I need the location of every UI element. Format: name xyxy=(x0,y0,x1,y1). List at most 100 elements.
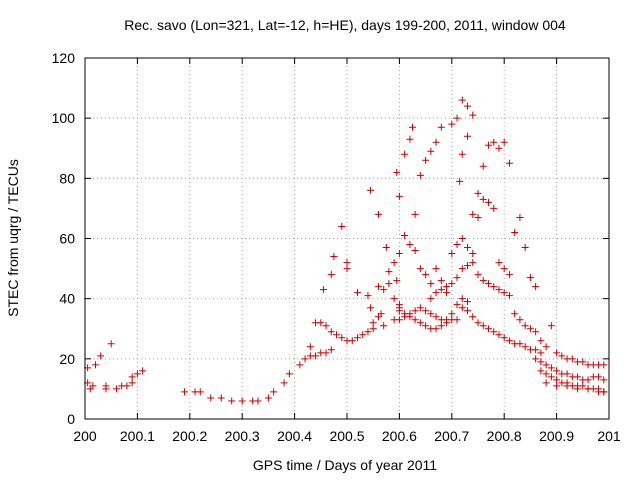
data-point-marker xyxy=(343,259,351,267)
data-point-marker xyxy=(367,186,375,194)
y-tick-label: 0 xyxy=(67,411,75,427)
data-point-marker xyxy=(500,334,508,342)
grid-layer xyxy=(85,58,609,419)
data-point-marker xyxy=(359,331,367,339)
data-point-marker xyxy=(411,316,419,324)
data-point-marker xyxy=(395,316,403,324)
data-point-marker xyxy=(181,388,189,396)
data-point-marker xyxy=(322,349,330,357)
data-point-marker xyxy=(306,343,314,351)
data-point-marker xyxy=(521,343,529,351)
data-point-marker xyxy=(416,265,424,273)
data-point-marker xyxy=(479,162,487,170)
data-point-marker xyxy=(382,244,390,252)
data-point-marker xyxy=(422,156,430,164)
data-point-marker xyxy=(270,388,278,396)
data-point-marker xyxy=(312,352,320,360)
data-point-marker xyxy=(574,385,582,393)
data-point-marker xyxy=(553,367,561,375)
data-point-marker xyxy=(364,292,372,300)
x-tick-label: 200.5 xyxy=(329,428,364,444)
data-point-marker xyxy=(401,310,409,318)
data-point-marker xyxy=(464,298,472,306)
data-point-marker xyxy=(495,259,503,267)
data-point-marker xyxy=(505,337,513,345)
data-point-marker xyxy=(579,358,587,366)
data-point-marker xyxy=(448,120,456,128)
data-point-marker xyxy=(280,379,288,387)
data-point-marker xyxy=(374,210,382,218)
data-point-marker xyxy=(464,262,472,270)
data-point-marker xyxy=(448,310,456,318)
data-point-marker xyxy=(416,171,424,179)
data-point-marker xyxy=(511,310,519,318)
data-point-marker xyxy=(553,349,561,357)
data-point-marker xyxy=(401,150,409,158)
data-point-marker xyxy=(500,289,508,297)
data-point-marker xyxy=(369,325,377,333)
data-point-marker xyxy=(301,355,309,363)
data-point-marker xyxy=(547,364,555,372)
data-point-marker xyxy=(479,322,487,330)
data-point-marker xyxy=(458,265,466,273)
data-point-marker xyxy=(207,394,215,402)
data-point-marker xyxy=(484,325,492,333)
data-point-marker xyxy=(411,307,419,315)
data-point-marker xyxy=(537,358,545,366)
data-point-marker xyxy=(490,283,498,291)
data-point-marker xyxy=(479,195,487,203)
data-point-marker xyxy=(558,352,566,360)
data-point-marker xyxy=(390,259,398,267)
data-point-marker xyxy=(490,204,498,212)
data-point-marker xyxy=(474,189,482,197)
data-point-marker xyxy=(432,265,440,273)
x-tick-label: 200.6 xyxy=(382,428,417,444)
data-point-marker xyxy=(196,388,204,396)
data-point-marker xyxy=(532,355,540,363)
data-point-marker xyxy=(348,337,356,345)
data-point-marker xyxy=(495,331,503,339)
data-point-marker xyxy=(139,367,147,375)
data-point-marker xyxy=(542,343,550,351)
data-point-marker xyxy=(377,310,385,318)
data-point-marker xyxy=(448,250,456,258)
data-point-marker xyxy=(532,283,540,291)
x-tick-label: 200.9 xyxy=(539,428,574,444)
data-point-marker xyxy=(537,349,545,357)
data-point-marker xyxy=(333,331,341,339)
data-point-marker xyxy=(330,253,338,261)
data-point-marker xyxy=(521,244,529,252)
y-tick-label: 80 xyxy=(59,170,75,186)
data-point-marker xyxy=(595,373,603,381)
data-point-marker xyxy=(469,259,477,267)
data-point-marker xyxy=(464,102,472,110)
x-tick-label: 200 xyxy=(73,428,97,444)
data-point-marker xyxy=(563,370,571,378)
data-point-marker xyxy=(422,271,430,279)
data-point-marker xyxy=(443,289,451,297)
data-point-marker xyxy=(353,289,361,297)
data-point-marker xyxy=(432,289,440,297)
data-point-marker xyxy=(500,265,508,273)
data-point-marker xyxy=(327,271,335,279)
data-point-marker xyxy=(128,379,136,387)
data-point-marker xyxy=(343,265,351,273)
data-point-marker xyxy=(364,328,372,336)
data-point-marker xyxy=(464,132,472,140)
data-point-marker xyxy=(390,295,398,303)
data-point-marker xyxy=(432,325,440,333)
data-point-marker xyxy=(416,304,424,312)
data-point-marker xyxy=(380,286,388,294)
data-point-marker xyxy=(484,280,492,288)
data-point-marker xyxy=(128,373,136,381)
y-tick-label: 40 xyxy=(59,291,75,307)
data-point-marker xyxy=(458,304,466,312)
y-tick-label: 100 xyxy=(52,110,76,126)
data-point-marker xyxy=(254,397,262,405)
data-point-marker xyxy=(458,295,466,303)
x-tick-label: 200.7 xyxy=(434,428,469,444)
data-point-marker xyxy=(133,370,141,378)
data-point-marker xyxy=(537,337,545,345)
data-point-marker xyxy=(453,316,461,324)
data-point-marker xyxy=(453,274,461,282)
